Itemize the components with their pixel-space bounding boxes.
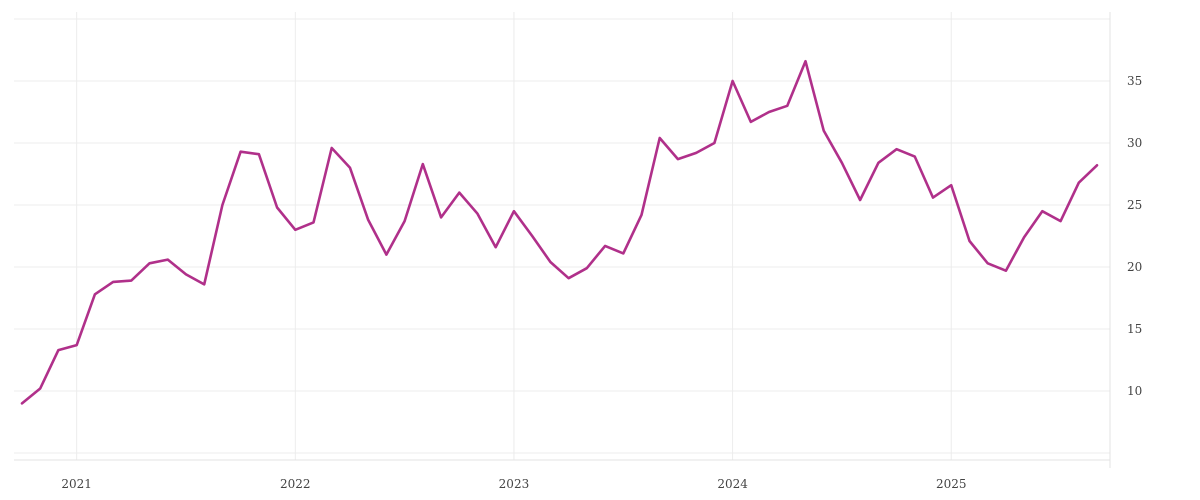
data-point xyxy=(94,293,96,295)
data-point xyxy=(932,196,934,198)
data-point xyxy=(203,283,205,285)
data-point xyxy=(367,219,369,221)
data-point xyxy=(349,167,351,169)
data-point xyxy=(640,214,642,216)
data-point xyxy=(531,235,533,237)
y-tick-label: 25 xyxy=(1127,198,1142,212)
data-point xyxy=(476,213,478,215)
data-point xyxy=(495,246,497,248)
data-point xyxy=(987,262,989,264)
data-point xyxy=(276,206,278,208)
data-point xyxy=(768,111,770,113)
x-tick-label: 2022 xyxy=(280,477,311,491)
data-point xyxy=(567,277,569,279)
x-tick-label: 2025 xyxy=(936,477,967,491)
data-point xyxy=(331,147,333,149)
series-line-0 xyxy=(20,59,1099,405)
data-point xyxy=(914,155,916,157)
y-tick-label: 15 xyxy=(1127,322,1142,336)
data-point xyxy=(440,216,442,218)
data-point xyxy=(659,137,661,139)
data-point xyxy=(148,262,150,264)
data-point xyxy=(731,80,733,82)
data-point xyxy=(130,279,132,281)
data-point xyxy=(950,184,952,186)
data-point xyxy=(112,281,114,283)
data-point xyxy=(622,252,624,254)
data-point xyxy=(185,273,187,275)
data-point xyxy=(1023,236,1025,238)
data-point xyxy=(549,261,551,263)
data-point xyxy=(895,148,897,150)
x-tick-label: 2024 xyxy=(717,477,748,491)
data-point xyxy=(221,204,223,206)
data-point xyxy=(258,153,260,155)
data-point xyxy=(403,220,405,222)
data-point xyxy=(239,151,241,153)
data-point xyxy=(39,387,41,389)
data-point xyxy=(877,162,879,164)
y-tick-label: 30 xyxy=(1127,136,1142,150)
data-point xyxy=(841,162,843,164)
data-point xyxy=(21,402,23,404)
axes xyxy=(14,12,1111,468)
data-point xyxy=(294,229,296,231)
data-point xyxy=(76,344,78,346)
data-point xyxy=(458,191,460,193)
y-tick-label: 10 xyxy=(1127,384,1142,398)
data-point xyxy=(1059,220,1061,222)
x-tick-label: 2023 xyxy=(499,477,530,491)
data-point xyxy=(586,267,588,269)
data-point xyxy=(312,221,314,223)
data-point xyxy=(1078,182,1080,184)
data-point xyxy=(167,258,169,260)
data-point xyxy=(57,349,59,351)
data-point xyxy=(713,142,715,144)
data-point xyxy=(859,199,861,201)
data-point xyxy=(677,158,679,160)
data-point xyxy=(1005,270,1007,272)
data-point xyxy=(604,245,606,247)
data-point xyxy=(750,121,752,123)
data-point xyxy=(1041,210,1043,212)
data-point xyxy=(513,210,515,212)
data-point xyxy=(422,163,424,165)
data-point xyxy=(968,240,970,242)
y-tick-label: 35 xyxy=(1127,74,1142,88)
data-point xyxy=(786,105,788,107)
grid xyxy=(14,12,1110,460)
data-point xyxy=(385,253,387,255)
data-point xyxy=(823,129,825,131)
data-point xyxy=(695,152,697,154)
x-tick-label: 2021 xyxy=(61,477,92,491)
data-point xyxy=(804,60,806,62)
y-tick-label: 20 xyxy=(1127,260,1142,274)
series-layer xyxy=(20,59,1099,405)
data-point xyxy=(1096,164,1098,166)
